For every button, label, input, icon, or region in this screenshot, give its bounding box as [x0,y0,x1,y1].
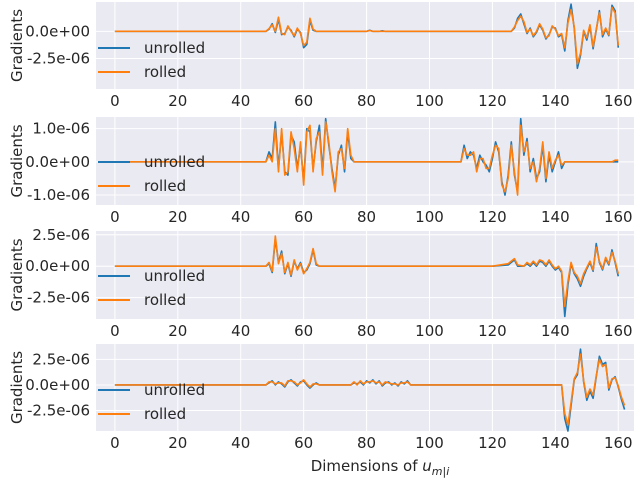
legend-label-unrolled: unrolled [144,381,205,399]
x-tick-label: 160 [604,434,633,452]
legend: unrolled rolled [98,267,205,309]
legend: unrolled rolled [98,153,205,195]
x-tick-label: 100 [415,434,444,452]
y-tick-label: 2.5e-06 [32,350,90,368]
x-tick-label: 80 [357,434,376,452]
subplot-1: 0 20 40 60 80 100 120 140 160 0.0e+00 -2.5e-06Grad… [8,2,634,110]
subplot-4: 0 20 40 60 80 100 120 140 160 2.5e-06 0.0e+00 -2.5e… [8,344,634,452]
x-tick-label: 60 [294,434,313,452]
y-axis-label: Gradients [8,124,26,197]
x-tick-label: 120 [478,434,507,452]
legend-label-unrolled: unrolled [144,153,205,171]
y-axis-label: Gradients [8,238,26,311]
legend: unrolled rolled [98,381,205,423]
x-tick-label: 120 [478,322,507,340]
y-tick-label: 0.0e+00 [25,376,90,394]
x-tick-label: 160 [604,92,633,110]
x-tick-label: 0 [110,322,120,340]
x-tick-label: 120 [478,208,507,226]
x-tick-label: 60 [294,322,313,340]
y-tick-label: 2.5e-06 [32,226,90,244]
x-tick-label: 160 [604,208,633,226]
y-tick-label: -2.5e-06 [27,402,90,420]
y-tick-label: -2.5e-06 [27,289,90,307]
x-tick-label: 0 [110,208,120,226]
plot-area [96,2,634,89]
x-tick-label: 20 [168,434,187,452]
x-tick-label: 80 [357,92,376,110]
plot-area [96,231,634,319]
x-tick-label: 100 [415,208,444,226]
y-tick-label: 0.0e+00 [25,257,90,275]
legend: unrolled rolled [98,39,205,81]
x-tick-label: 0 [110,92,120,110]
x-tick-label: 140 [541,434,570,452]
series-line-rolled [114,235,620,308]
legend-label-rolled: rolled [144,177,186,195]
y-tick-label: 1.0e-06 [32,120,90,138]
y-tick-label: -2.5e-06 [27,50,90,68]
y-tick-label: -1.0e-06 [27,186,90,204]
x-axis-label-text: Dimensions of [311,457,423,475]
x-tick-label: 20 [168,92,187,110]
legend-label-unrolled: unrolled [144,39,205,57]
x-tick-label: 40 [231,322,250,340]
x-tick-label: 20 [168,322,187,340]
subplot-2: 0 20 40 60 80 100 120 140 160 1.0e-06 0.0e+00 -1.0e… [8,117,634,226]
y-axis-label: Gradients [8,351,26,424]
x-tick-label: 20 [168,208,187,226]
legend-label-unrolled: unrolled [144,267,205,285]
x-tick-label: 40 [231,208,250,226]
x-axis-label-subscript: m|i [432,465,449,478]
plot-area [96,344,634,431]
x-tick-label: 140 [541,208,570,226]
x-axis-label: Dimensions of um|i [311,457,450,478]
x-tick-label: 40 [231,92,250,110]
legend-label-rolled: rolled [144,405,186,423]
legend-label-rolled: rolled [144,291,186,309]
series-line-rolled [114,6,620,65]
series-line-rolled [114,121,619,196]
y-tick-label: 0.0e+00 [25,153,90,171]
x-axis-label-math: u [422,457,432,475]
y-tick-label: 0.0e+00 [25,22,90,40]
x-tick-label: 80 [357,208,376,226]
x-tick-label: 120 [478,92,507,110]
subplot-3: 0 20 40 60 80 100 120 140 160 2.5e-06 0.0e+00 -2.5e… [8,226,634,340]
x-tick-label: 100 [415,92,444,110]
x-tick-label: 0 [110,434,120,452]
series-line-rolled [114,353,626,426]
x-tick-label: 140 [541,92,570,110]
y-axis-label: Gradients [8,9,26,82]
x-tick-label: 140 [541,322,570,340]
x-tick-label: 40 [231,434,250,452]
x-tick-label: 160 [604,322,633,340]
x-tick-label: 80 [357,322,376,340]
x-tick-label: 60 [294,92,313,110]
x-tick-label: 60 [294,208,313,226]
x-tick-label: 100 [415,322,444,340]
legend-label-rolled: rolled [144,63,186,81]
